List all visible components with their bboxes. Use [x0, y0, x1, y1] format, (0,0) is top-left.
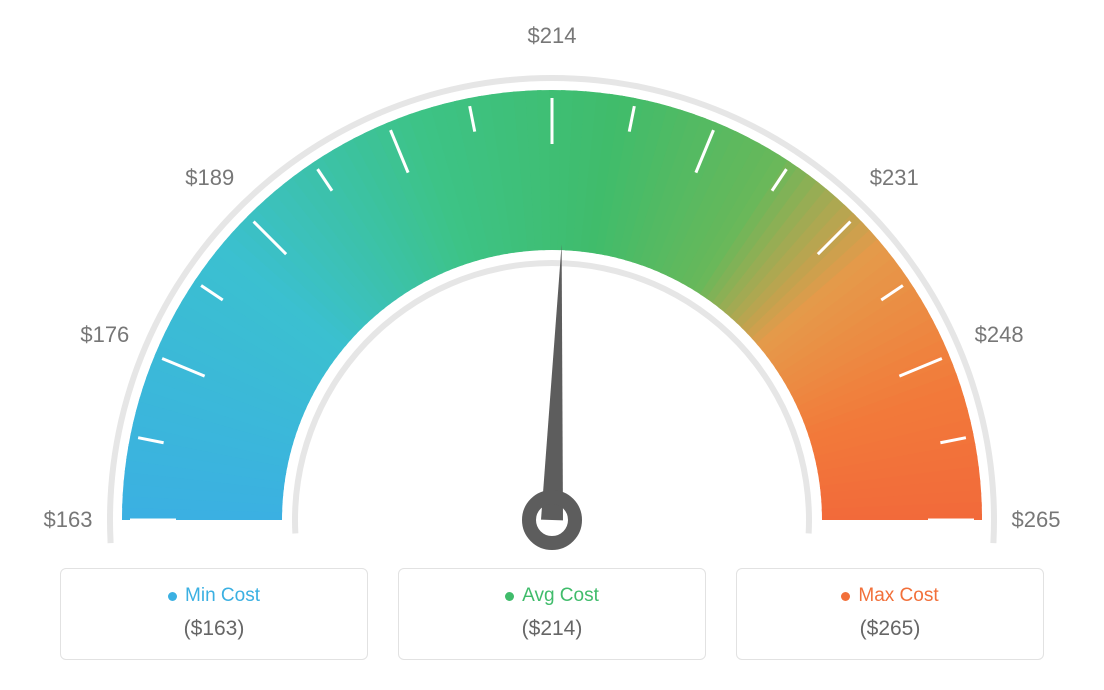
gauge-tick-label: $248 — [975, 322, 1024, 348]
gauge-tick-label: $163 — [44, 507, 93, 533]
legend-title-avg: Avg Cost — [505, 585, 599, 607]
legend-value-min: ($163) — [79, 617, 349, 641]
cost-gauge: $163$176$189$214$231$248$265 — [52, 40, 1052, 560]
legend-row: Min Cost ($163) Avg Cost ($214) Max Cost… — [0, 568, 1104, 660]
legend-value-avg: ($214) — [417, 617, 687, 641]
gauge-tick-label: $265 — [1012, 507, 1061, 533]
legend-title-min: Min Cost — [168, 585, 260, 607]
legend-title-max: Max Cost — [841, 585, 938, 607]
legend-card-avg: Avg Cost ($214) — [398, 568, 706, 660]
legend-card-min: Min Cost ($163) — [60, 568, 368, 660]
legend-label-max: Max Cost — [858, 585, 938, 607]
gauge-tick-label: $176 — [80, 322, 129, 348]
legend-label-avg: Avg Cost — [522, 585, 599, 607]
gauge-svg — [52, 40, 1052, 600]
gauge-tick-label: $231 — [870, 165, 919, 191]
gauge-tick-label: $189 — [185, 165, 234, 191]
gauge-tick-label: $214 — [528, 23, 577, 49]
legend-dot-avg — [505, 592, 514, 601]
legend-card-max: Max Cost ($265) — [736, 568, 1044, 660]
legend-dot-min — [168, 592, 177, 601]
legend-label-min: Min Cost — [185, 585, 260, 607]
legend-value-max: ($265) — [755, 617, 1025, 641]
legend-dot-max — [841, 592, 850, 601]
